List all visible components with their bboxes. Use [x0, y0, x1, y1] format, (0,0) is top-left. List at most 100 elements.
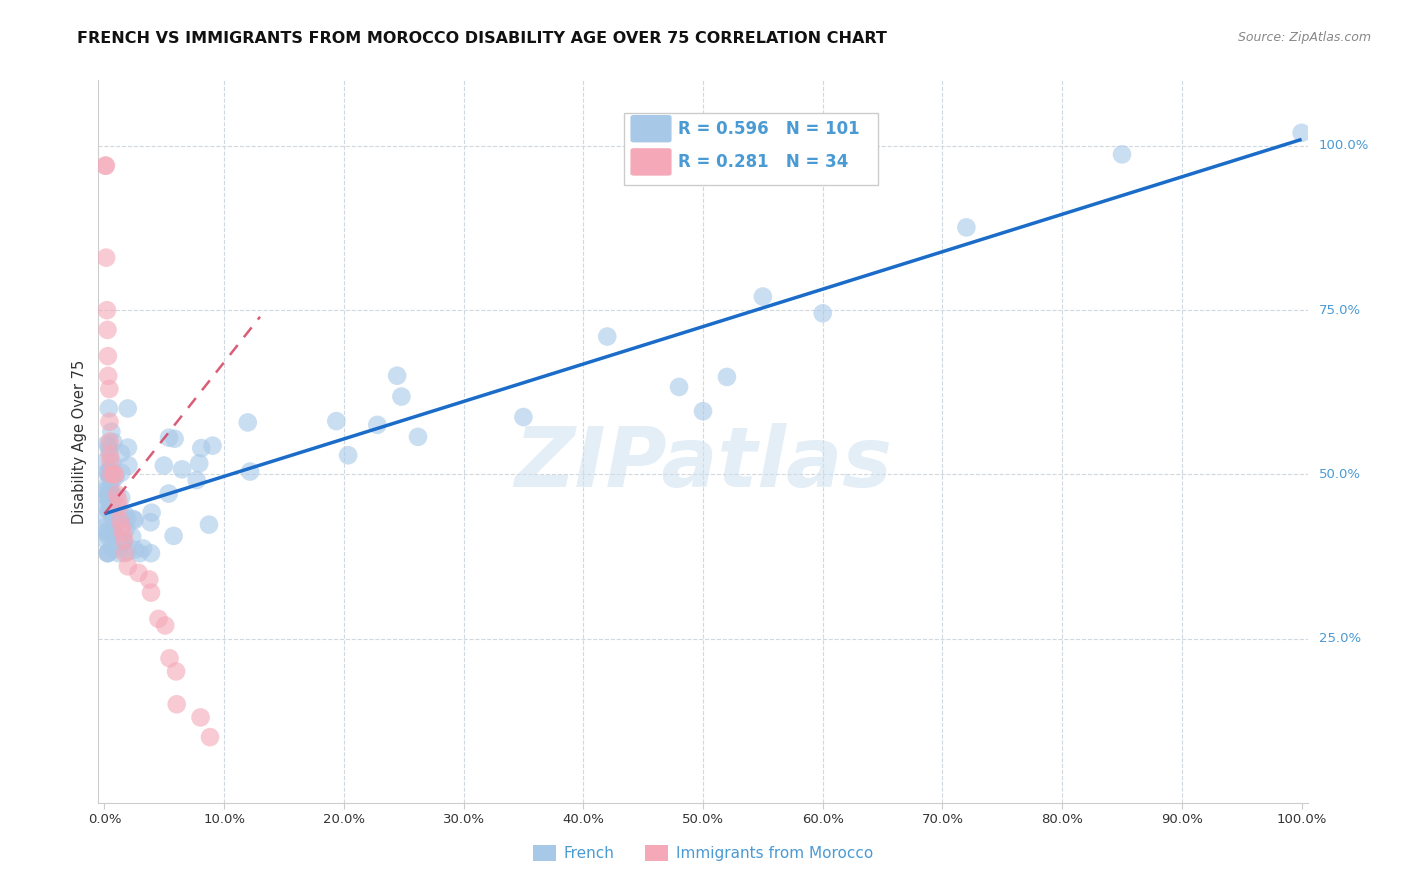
- Point: [668, 380, 690, 394]
- Point: [112, 534, 135, 549]
- Point: [163, 432, 186, 446]
- Point: [752, 289, 775, 303]
- Point: [96, 524, 118, 539]
- Legend: French, Immigrants from Morocco: French, Immigrants from Morocco: [527, 839, 879, 867]
- Point: [110, 446, 132, 460]
- Point: [811, 306, 834, 320]
- Point: [98, 491, 121, 506]
- Point: [97, 477, 120, 491]
- Text: 50.0%: 50.0%: [1319, 468, 1361, 481]
- Point: [96, 525, 118, 540]
- Point: [124, 513, 146, 527]
- Point: [239, 465, 262, 479]
- Point: [94, 159, 117, 173]
- Point: [98, 443, 121, 458]
- Point: [98, 467, 121, 482]
- Point: [132, 541, 155, 556]
- Point: [115, 522, 138, 536]
- Point: [955, 220, 977, 235]
- Point: [100, 540, 122, 554]
- Point: [94, 533, 117, 547]
- Point: [128, 566, 150, 580]
- Point: [96, 490, 118, 504]
- Point: [98, 415, 121, 429]
- Point: [190, 710, 212, 724]
- Point: [96, 436, 118, 450]
- Point: [101, 526, 124, 541]
- Point: [139, 585, 162, 599]
- Point: [110, 466, 132, 480]
- Text: 100.0%: 100.0%: [1319, 139, 1369, 153]
- Point: [94, 251, 117, 265]
- Point: [100, 425, 122, 439]
- Point: [153, 458, 176, 473]
- Point: [104, 467, 127, 482]
- Point: [101, 497, 124, 511]
- Point: [93, 520, 115, 534]
- Point: [115, 545, 138, 559]
- Point: [98, 495, 121, 509]
- Point: [325, 414, 347, 428]
- Point: [94, 483, 117, 498]
- Point: [100, 467, 122, 482]
- Text: 25.0%: 25.0%: [1319, 632, 1361, 645]
- Point: [94, 455, 117, 469]
- Point: [96, 499, 118, 513]
- Point: [112, 533, 135, 547]
- Point: [96, 303, 118, 318]
- Point: [117, 559, 139, 574]
- Point: [96, 546, 118, 560]
- Point: [98, 439, 121, 453]
- Point: [103, 511, 125, 525]
- Point: [105, 487, 128, 501]
- Point: [107, 493, 129, 508]
- Point: [153, 618, 176, 632]
- Point: [96, 323, 118, 337]
- Point: [117, 441, 139, 455]
- Point: [121, 530, 143, 544]
- Point: [236, 416, 259, 430]
- Point: [97, 546, 120, 560]
- Point: [172, 462, 194, 476]
- Point: [98, 454, 121, 468]
- Point: [138, 573, 160, 587]
- Point: [406, 430, 429, 444]
- Point: [114, 508, 136, 522]
- Point: [97, 530, 120, 544]
- Point: [101, 455, 124, 469]
- Point: [190, 441, 212, 455]
- Point: [97, 368, 120, 383]
- Point: [112, 535, 135, 549]
- Point: [103, 495, 125, 509]
- FancyBboxPatch shape: [630, 148, 672, 176]
- Point: [165, 665, 187, 679]
- Point: [97, 546, 120, 560]
- Point: [389, 390, 412, 404]
- Point: [97, 401, 120, 416]
- Point: [112, 526, 135, 541]
- Point: [98, 382, 121, 396]
- Point: [104, 470, 127, 484]
- Point: [97, 491, 120, 506]
- Point: [98, 448, 121, 462]
- Point: [159, 651, 181, 665]
- Point: [385, 368, 408, 383]
- Point: [97, 464, 120, 478]
- Point: [122, 512, 145, 526]
- Point: [103, 467, 125, 482]
- Point: [107, 500, 129, 515]
- FancyBboxPatch shape: [630, 115, 672, 143]
- Point: [198, 730, 221, 744]
- Point: [101, 510, 124, 524]
- Point: [97, 503, 120, 517]
- Point: [110, 491, 132, 505]
- Point: [94, 159, 117, 173]
- Point: [117, 511, 139, 525]
- Point: [97, 349, 120, 363]
- Text: Source: ZipAtlas.com: Source: ZipAtlas.com: [1237, 31, 1371, 45]
- Point: [201, 439, 224, 453]
- Point: [97, 467, 120, 482]
- Point: [124, 542, 146, 557]
- Point: [166, 698, 188, 712]
- Point: [98, 488, 121, 502]
